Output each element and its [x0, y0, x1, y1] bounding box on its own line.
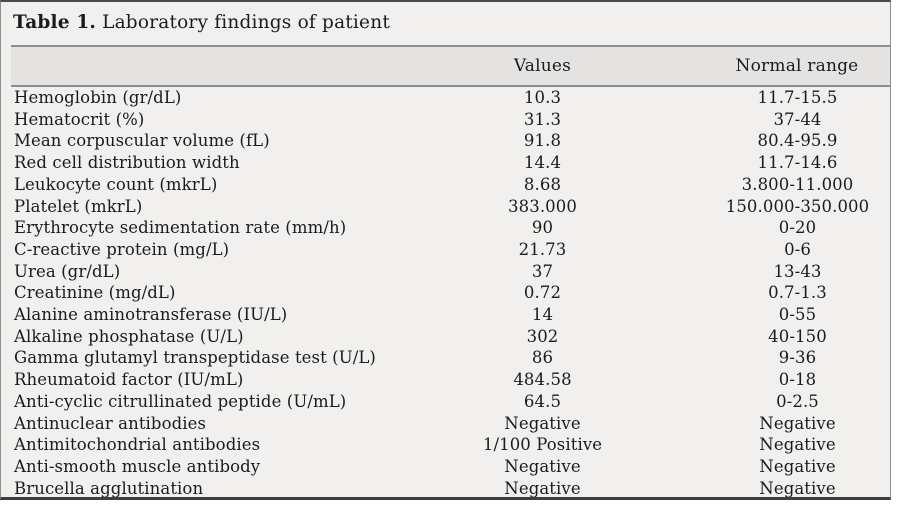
value-cell: 10.3 [523, 88, 562, 107]
normal-range-cell: 0-20 [778, 218, 817, 238]
table-body: Hemoglobin (gr/dL) 10.3 11.7-15.5 Hemato… [11, 86, 890, 498]
normal-range-cell: 13-43 [773, 261, 822, 281]
parameter-cell: Anti-smooth muscle antibody [14, 456, 261, 476]
normal-range-cell: 40-150 [768, 326, 827, 346]
table-row: Rheumatoid factor (IU/mL) 484.58 0-18 [11, 369, 890, 391]
normal-range-cell: 0-6 [784, 239, 811, 259]
value-cell: 1/100 Positive [482, 435, 603, 455]
table-row: Platelet (mkrL) 383.000 150.000-350.000 [11, 196, 890, 218]
normal-range-cell: 9-36 [778, 348, 817, 368]
parameter-cell: Erythrocyte sedimentation rate (mm/h) [14, 218, 347, 238]
normal-range-cell: 0-55 [778, 305, 817, 325]
normal-range-cell: 11.7-15.5 [757, 88, 838, 107]
table-row: Alkaline phosphatase (U/L) 302 40-150 [11, 326, 890, 348]
normal-range-cell: 3.800-11.000 [741, 174, 854, 194]
normal-range-cell: 0.7-1.3 [768, 283, 827, 303]
lab-findings-table: Values Normal range Hemoglobin (gr/dL) 1… [11, 45, 890, 498]
table-row: Red cell distribution width 14.4 11.7-14… [11, 152, 890, 174]
parameter-cell: Rheumatoid factor (IU/mL) [14, 370, 244, 390]
parameter-cell: Gamma glutamyl transpeptidase test (U/L) [14, 348, 376, 368]
value-cell: 302 [526, 326, 559, 346]
parameter-cell: Brucella agglutination [14, 478, 204, 498]
value-cell: Negative [504, 478, 581, 498]
normal-range-cell: Negative [759, 413, 836, 433]
table-row: Antimitochondrial antibodies 1/100 Posit… [11, 434, 890, 456]
value-cell: 64.5 [523, 391, 562, 411]
normal-range-cell: Negative [759, 435, 836, 455]
table-title: Table 1. Laboratory findings of patient [1, 2, 890, 45]
parameter-cell: Alanine aminotransferase (IU/L) [14, 305, 288, 325]
value-cell: 484.58 [513, 370, 572, 390]
value-cell: 37 [531, 261, 554, 281]
table-row: Alanine aminotransferase (IU/L) 14 0-55 [11, 304, 890, 326]
normal-range-cell: 150.000-350.000 [725, 196, 870, 216]
table-row: Creatinine (mg/dL) 0.72 0.7-1.3 [11, 282, 890, 304]
normal-range-cell: 0-2.5 [776, 391, 819, 411]
parameter-cell: Platelet (mkrL) [14, 196, 143, 216]
table-caption: Laboratory findings of patient [102, 12, 390, 33]
table-row: C-reactive protein (mg/L) 21.73 0-6 [11, 239, 890, 261]
parameter-cell: Antimitochondrial antibodies [14, 435, 261, 455]
normal-range-cell: 80.4-95.9 [757, 131, 838, 151]
value-cell: 14 [531, 305, 554, 325]
table-row: Hematocrit (%) 31.3 37-44 [11, 109, 890, 131]
parameter-cell: Hemoglobin (gr/dL) [14, 88, 182, 107]
value-cell: Negative [504, 456, 581, 476]
value-cell: 86 [531, 348, 554, 368]
value-cell: 21.73 [518, 239, 567, 259]
parameter-cell: Anti-cyclic citrullinated peptide (U/mL) [14, 391, 347, 411]
parameter-cell: Leukocyte count (mkrL) [14, 174, 218, 194]
normal-range-cell: 11.7-14.6 [757, 153, 838, 173]
parameter-cell: Mean corpuscular volume (fL) [14, 131, 270, 151]
normal-range-cell: 0-18 [778, 370, 817, 390]
table-row: Brucella agglutination Negative Negative [11, 478, 890, 498]
value-cell: 14.4 [523, 153, 562, 173]
parameter-cell: Antinuclear antibodies [14, 413, 207, 433]
parameter-cell: Urea (gr/dL) [14, 261, 121, 281]
normal-range-cell: Negative [759, 478, 836, 498]
value-cell: 383.000 [508, 196, 577, 216]
table-row: Anti-cyclic citrullinated peptide (U/mL)… [11, 391, 890, 413]
parameter-cell: Hematocrit (%) [14, 109, 145, 129]
normal-range-cell: 37-44 [773, 109, 822, 129]
parameter-cell: Creatinine (mg/dL) [14, 283, 176, 303]
table-number-label: Table 1. [13, 12, 97, 33]
table-row: Hemoglobin (gr/dL) 10.3 11.7-15.5 [11, 86, 890, 109]
header-row: Values Normal range [11, 45, 890, 87]
table-row: Gamma glutamyl transpeptidase test (U/L)… [11, 347, 890, 369]
parameter-cell: Alkaline phosphatase (U/L) [14, 326, 244, 346]
value-cell: 0.72 [523, 283, 562, 303]
parameter-cell: C-reactive protein (mg/L) [14, 239, 230, 259]
parameter-cell: Red cell distribution width [14, 153, 240, 173]
table-row: Anti-smooth muscle antibody Negative Neg… [11, 456, 890, 478]
header-parameter [11, 45, 424, 87]
table-row: Leukocyte count (mkrL) 8.68 3.800-11.000 [11, 174, 890, 196]
value-cell: Negative [504, 413, 581, 433]
table-row: Mean corpuscular volume (fL) 91.8 80.4-9… [11, 130, 890, 152]
normal-range-cell: Negative [759, 456, 836, 476]
value-cell: 90 [531, 218, 554, 238]
table-row: Urea (gr/dL) 37 13-43 [11, 261, 890, 283]
header-values: Values [424, 45, 661, 87]
value-cell: 91.8 [523, 131, 562, 151]
header-normal-range: Normal range [661, 45, 890, 87]
table-row: Antinuclear antibodies Negative Negative [11, 413, 890, 435]
value-cell: 31.3 [523, 109, 562, 129]
value-cell: 8.68 [523, 174, 562, 194]
table-row: Erythrocyte sedimentation rate (mm/h) 90… [11, 217, 890, 239]
